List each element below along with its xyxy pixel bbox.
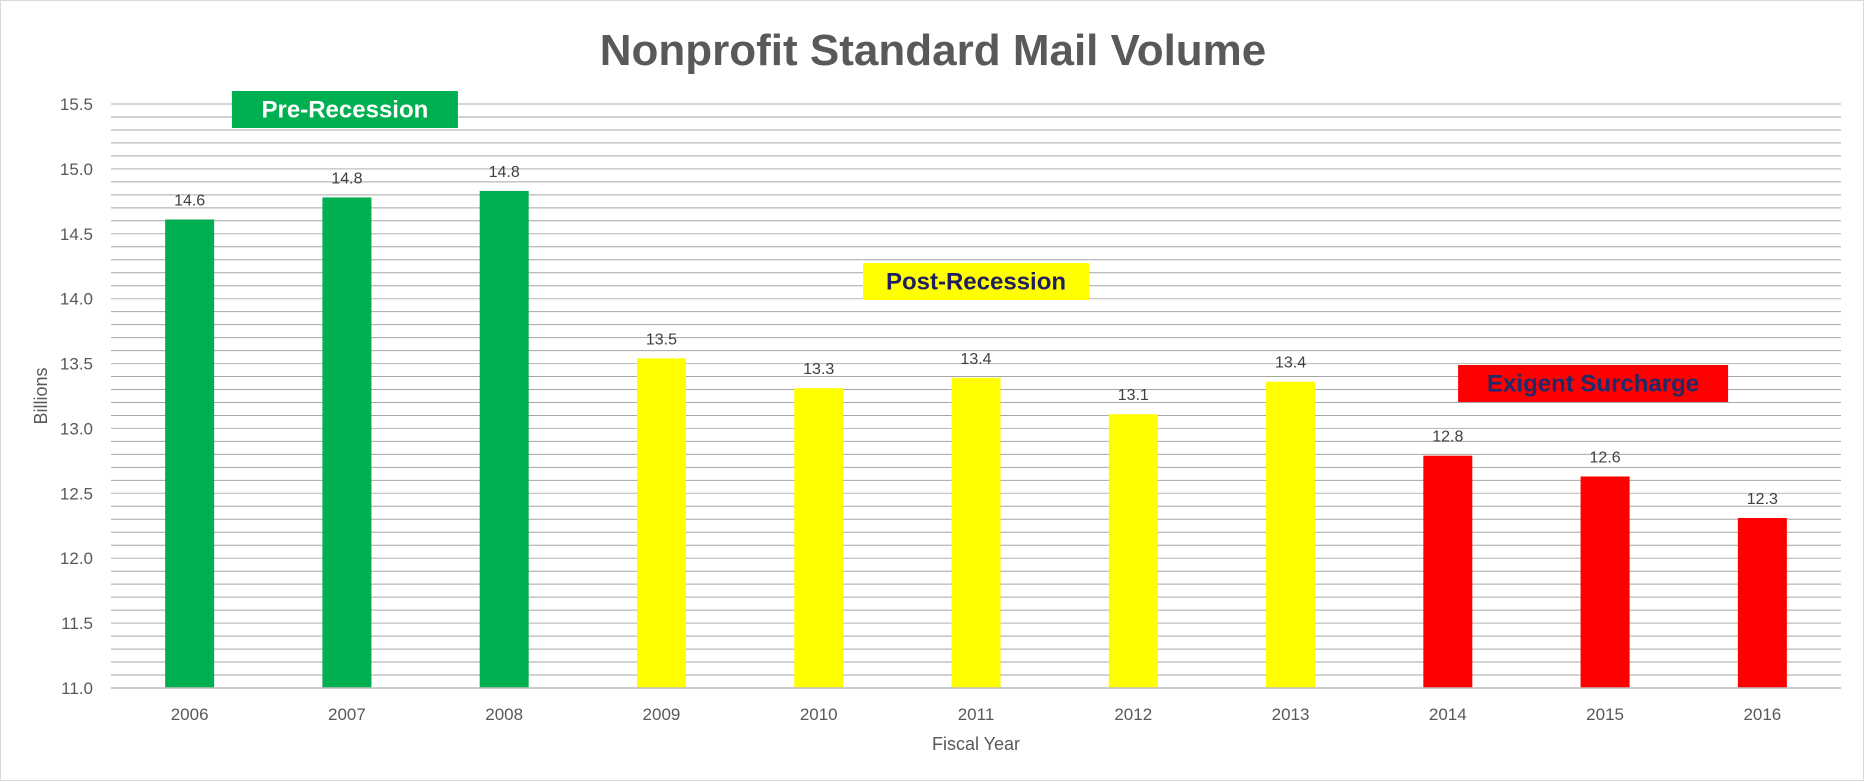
data-label: 13.1 (1118, 387, 1149, 404)
annotation-post-recession: Post-Recession (863, 263, 1089, 300)
data-label: 13.5 (646, 331, 677, 348)
y-tick-label: 14.0 (60, 290, 93, 309)
bar-2014 (1423, 455, 1473, 688)
y-tick-label: 15.5 (60, 95, 93, 114)
bar-2007 (322, 197, 372, 688)
data-label: 13.4 (1275, 355, 1306, 372)
x-tick-label: 2007 (328, 705, 366, 724)
annotation-box (863, 263, 1089, 300)
bar-2008 (479, 190, 529, 688)
annotation-label: Pre-Recession (262, 97, 429, 124)
y-tick-label: 14.5 (60, 225, 93, 244)
y-tick-label: 11.5 (61, 614, 93, 633)
data-label: 12.3 (1747, 491, 1778, 508)
x-axis-title: Fiscal Year (932, 734, 1020, 754)
y-axis: 11.0 11.5 12.0 12.5 13.0 13.5 14.0 14.5 15.0 15.5 (60, 95, 93, 698)
x-tick-label: 2008 (485, 705, 523, 724)
x-tick-label: 2012 (1114, 705, 1152, 724)
x-tick-label: 2013 (1272, 705, 1310, 724)
x-tick-label: 2015 (1586, 705, 1624, 724)
x-axis: 2006 2007 2008 2009 2010 2011 2012 2013 2014 2015… (111, 687, 1841, 724)
bar-2016 (1737, 517, 1787, 688)
bar-2011 (951, 377, 1001, 688)
annotation-box (1458, 365, 1729, 402)
x-tick-label: 2011 (958, 705, 995, 724)
data-label: 14.8 (489, 164, 520, 181)
bar-2010 (794, 388, 844, 688)
annotation-label: Exigent Surcharge (1487, 371, 1699, 398)
data-label: 13.4 (960, 351, 991, 368)
bar-2009 (636, 358, 686, 688)
data-label: 12.6 (1590, 449, 1621, 466)
bar-2013 (1266, 381, 1316, 688)
y-tick-label: 11.0 (61, 679, 93, 698)
x-tick-label: 2009 (643, 705, 681, 724)
bars (165, 190, 1787, 688)
x-tick-label: 2006 (171, 705, 209, 724)
annotation-exigent-surcharge: Exigent Surcharge (1458, 365, 1729, 402)
annotation-pre-recession: Pre-Recession (231, 91, 458, 128)
y-tick-label: 12.5 (60, 484, 93, 503)
y-tick-label: 13.0 (60, 419, 93, 438)
data-label: 14.6 (174, 193, 205, 210)
y-tick-label: 13.5 (60, 355, 93, 374)
bar-2006 (165, 219, 215, 688)
data-labels: 14.6 14.8 14.8 13.5 13.3 13.4 13.1 13.4 12.8 12.6… (174, 164, 1778, 508)
bar-2012 (1108, 414, 1158, 688)
chart-title: Nonprofit Standard Mail Volume (600, 26, 1267, 75)
x-tick-label: 2014 (1429, 705, 1467, 724)
data-label: 14.8 (331, 170, 362, 187)
y-axis-title: Billions (31, 367, 51, 424)
bar-2015 (1580, 476, 1630, 688)
annotation-label: Post-Recession (886, 269, 1066, 296)
data-label: 13.3 (803, 361, 834, 378)
annotations: Pre-Recession Post-Recession Exigent Surch… (231, 91, 1729, 402)
y-tick-label: 15.0 (60, 160, 93, 179)
x-tick-label: 2016 (1743, 705, 1781, 724)
data-label: 12.8 (1432, 429, 1463, 446)
y-tick-label: 12.0 (60, 549, 93, 568)
annotation-box (231, 91, 458, 128)
x-tick-label: 2010 (800, 705, 838, 724)
